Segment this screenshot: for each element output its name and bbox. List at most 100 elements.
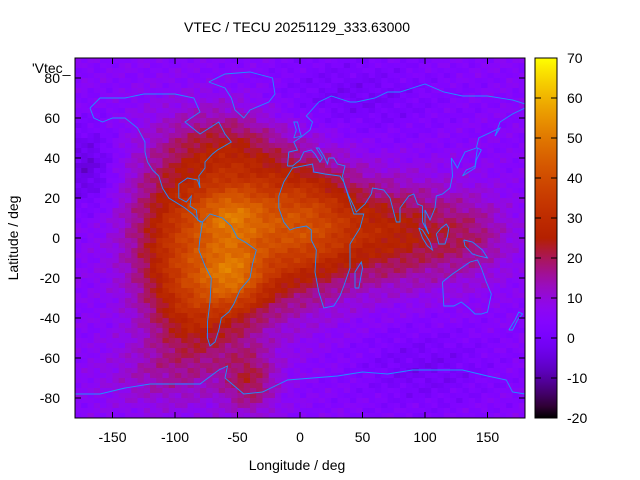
- heatmap-cell: [400, 303, 407, 309]
- heatmap-cell: [481, 308, 488, 314]
- heatmap-cell: [162, 368, 170, 374]
- heatmap-cell: [425, 158, 432, 164]
- heatmap-cell: [200, 113, 207, 119]
- heatmap-cell: [300, 98, 307, 104]
- heatmap-cell: [275, 233, 282, 239]
- heatmap-cell: [337, 63, 345, 69]
- heatmap-cell: [393, 358, 401, 364]
- heatmap-cell: [156, 228, 163, 234]
- heatmap-cell: [475, 233, 482, 239]
- heatmap-cell: [93, 188, 101, 194]
- heatmap-cell: [206, 223, 213, 229]
- heatmap-cell: [437, 183, 445, 189]
- heatmap-cell: [518, 178, 526, 184]
- heatmap-cell: [456, 298, 463, 304]
- heatmap-cell: [281, 343, 288, 349]
- heatmap-cell: [337, 348, 345, 354]
- heatmap-cell: [106, 298, 113, 304]
- heatmap-cell: [412, 303, 420, 309]
- heatmap-cell: [362, 383, 370, 389]
- heatmap-cell: [418, 253, 426, 259]
- heatmap-cell: [100, 318, 107, 324]
- heatmap-cell: [331, 268, 338, 274]
- heatmap-cell: [75, 198, 82, 204]
- heatmap-cell: [175, 198, 182, 204]
- heatmap-cell: [125, 353, 132, 359]
- heatmap-cell: [312, 128, 320, 134]
- heatmap-cell: [125, 283, 132, 289]
- heatmap-cell: [268, 123, 276, 129]
- heatmap-cell: [412, 218, 420, 224]
- heatmap-cell: [125, 218, 132, 224]
- heatmap-cell: [468, 198, 476, 204]
- heatmap-cell: [225, 58, 232, 64]
- heatmap-cell: [350, 318, 357, 324]
- heatmap-cell: [193, 298, 201, 304]
- heatmap-cell: [350, 293, 357, 299]
- heatmap-cell: [225, 313, 232, 319]
- heatmap-cell: [512, 243, 520, 249]
- heatmap-cell: [118, 68, 126, 74]
- heatmap-cell: [243, 223, 251, 229]
- heatmap-cell: [250, 338, 257, 344]
- heatmap-cell: [331, 133, 338, 139]
- heatmap-cell: [375, 238, 382, 244]
- heatmap-cell: [256, 388, 263, 394]
- heatmap-cell: [368, 258, 376, 264]
- heatmap-cell: [400, 283, 407, 289]
- heatmap-cell: [406, 118, 413, 124]
- heatmap-cell: [462, 58, 470, 64]
- heatmap-cell: [300, 333, 307, 339]
- heatmap-cell: [368, 318, 376, 324]
- heatmap-cell: [187, 313, 195, 319]
- heatmap-cell: [106, 303, 113, 309]
- heatmap-cell: [162, 393, 170, 399]
- heatmap-cell: [393, 203, 401, 209]
- heatmap-cell: [356, 138, 363, 144]
- heatmap-cell: [343, 388, 351, 394]
- heatmap-cell: [256, 163, 263, 169]
- heatmap-cell: [200, 88, 207, 94]
- heatmap-cell: [212, 178, 220, 184]
- heatmap-cell: [337, 123, 345, 129]
- heatmap-cell: [231, 378, 238, 384]
- heatmap-cell: [193, 78, 201, 84]
- heatmap-cell: [381, 323, 388, 329]
- heatmap-cell: [437, 353, 445, 359]
- heatmap-cell: [343, 183, 351, 189]
- heatmap-cell: [287, 298, 295, 304]
- heatmap-cell: [500, 208, 507, 214]
- heatmap-cell: [150, 338, 157, 344]
- heatmap-cell: [518, 368, 526, 374]
- heatmap-cell: [368, 363, 376, 369]
- heatmap-cell: [312, 113, 320, 119]
- heatmap-cell: [168, 203, 176, 209]
- heatmap-cell: [287, 293, 295, 299]
- heatmap-cell: [268, 378, 276, 384]
- heatmap-cell: [325, 328, 332, 334]
- heatmap-cell: [81, 328, 88, 334]
- heatmap-cell: [193, 368, 201, 374]
- heatmap-cell: [281, 183, 288, 189]
- heatmap-cell: [206, 383, 213, 389]
- heatmap-cell: [75, 123, 82, 129]
- heatmap-cell: [200, 58, 207, 64]
- heatmap-cell: [93, 298, 101, 304]
- heatmap-cell: [93, 118, 101, 124]
- heatmap-cell: [131, 173, 138, 179]
- heatmap-cell: [381, 388, 388, 394]
- heatmap-cell: [500, 128, 507, 134]
- heatmap-cell: [368, 218, 376, 224]
- heatmap-cell: [93, 248, 101, 254]
- heatmap-cell: [156, 208, 163, 214]
- heatmap-cell: [237, 293, 245, 299]
- heatmap-cell: [293, 118, 301, 124]
- heatmap-cell: [143, 228, 151, 234]
- heatmap-cell: [368, 383, 376, 389]
- heatmap-cell: [206, 388, 213, 394]
- heatmap-cell: [393, 258, 401, 264]
- heatmap-cell: [150, 98, 157, 104]
- heatmap-cell: [256, 58, 263, 64]
- heatmap-cell: [118, 143, 126, 149]
- heatmap-cell: [87, 358, 95, 364]
